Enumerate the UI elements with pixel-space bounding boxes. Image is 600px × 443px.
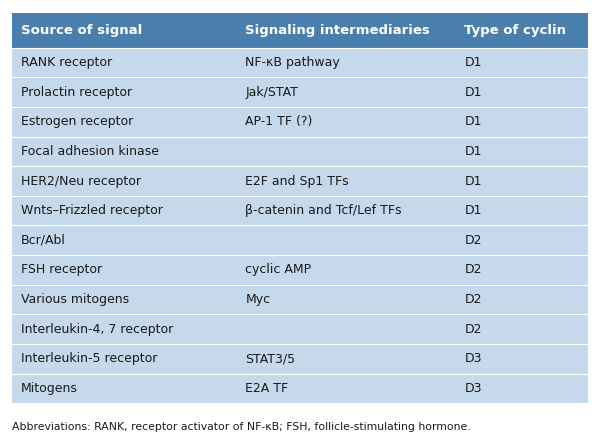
Bar	[12, 314, 588, 344]
Text: Type of cyclin: Type of cyclin	[464, 24, 566, 37]
Bar	[12, 196, 588, 225]
Text: NF-κB pathway: NF-κB pathway	[245, 56, 340, 69]
Text: HER2/Neu receptor: HER2/Neu receptor	[21, 175, 141, 187]
Text: β-catenin and Tcf/Lef TFs: β-catenin and Tcf/Lef TFs	[245, 204, 402, 217]
Text: AP-1 TF (?): AP-1 TF (?)	[245, 115, 313, 128]
Text: FSH receptor: FSH receptor	[21, 264, 102, 276]
Text: Estrogen receptor: Estrogen receptor	[21, 115, 133, 128]
Text: Myc: Myc	[245, 293, 271, 306]
Text: D2: D2	[464, 264, 482, 276]
Bar	[12, 48, 588, 78]
Text: D1: D1	[464, 145, 482, 158]
Bar	[12, 255, 588, 285]
Bar	[12, 13, 588, 48]
Text: STAT3/5: STAT3/5	[245, 352, 296, 365]
Bar	[12, 225, 588, 255]
Bar	[12, 78, 588, 107]
Text: D1: D1	[464, 175, 482, 187]
Text: D3: D3	[464, 352, 482, 365]
Text: Signaling intermediaries: Signaling intermediaries	[245, 24, 430, 37]
Text: Focal adhesion kinase: Focal adhesion kinase	[21, 145, 159, 158]
Text: Source of signal: Source of signal	[21, 24, 142, 37]
Text: D1: D1	[464, 204, 482, 217]
Bar	[12, 166, 588, 196]
Text: Jak/STAT: Jak/STAT	[245, 85, 298, 99]
Bar	[12, 285, 588, 314]
Text: D2: D2	[464, 293, 482, 306]
Bar	[12, 344, 588, 373]
Text: RANK receptor: RANK receptor	[21, 56, 112, 69]
Text: cyclic AMP: cyclic AMP	[245, 264, 311, 276]
Text: Bcr/Abl: Bcr/Abl	[21, 234, 65, 247]
Text: D2: D2	[464, 234, 482, 247]
Text: D1: D1	[464, 115, 482, 128]
Text: D1: D1	[464, 85, 482, 99]
Text: Interleukin-4, 7 receptor: Interleukin-4, 7 receptor	[21, 323, 173, 336]
Text: D1: D1	[464, 56, 482, 69]
Text: Various mitogens: Various mitogens	[21, 293, 129, 306]
Text: D2: D2	[464, 323, 482, 336]
Bar	[12, 373, 588, 403]
Bar	[12, 136, 588, 166]
Text: Abbreviations: RANK, receptor activator of NF-κB; FSH, follicle-stimulating horm: Abbreviations: RANK, receptor activator …	[12, 423, 470, 432]
Bar	[12, 107, 588, 136]
Text: E2F and Sp1 TFs: E2F and Sp1 TFs	[245, 175, 349, 187]
Text: Mitogens: Mitogens	[21, 382, 77, 395]
Text: D3: D3	[464, 382, 482, 395]
Text: Wnts–Frizzled receptor: Wnts–Frizzled receptor	[21, 204, 163, 217]
Text: Prolactin receptor: Prolactin receptor	[21, 85, 132, 99]
Text: E2A TF: E2A TF	[245, 382, 289, 395]
Text: Interleukin-5 receptor: Interleukin-5 receptor	[21, 352, 157, 365]
